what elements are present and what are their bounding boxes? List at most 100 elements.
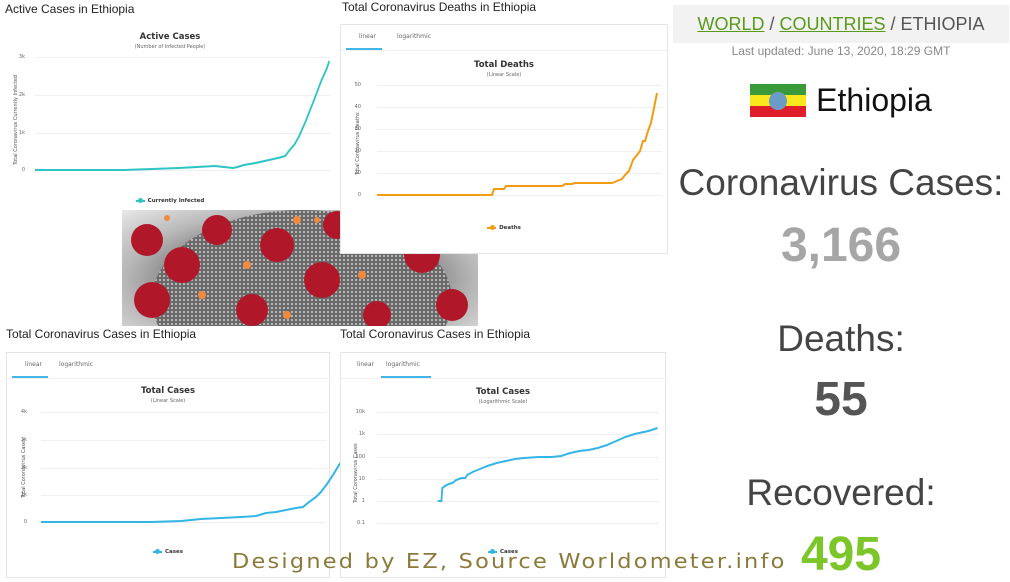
gridline [377, 129, 662, 130]
country-name: Ethiopia [816, 82, 932, 118]
y-tick: 2k [20, 465, 27, 471]
gridline [377, 195, 662, 196]
legend-swatch [487, 549, 497, 554]
active-tab-indicator [12, 376, 48, 378]
breadcrumb-separator: / [885, 14, 901, 34]
legend-label: Currently Infected [147, 198, 205, 204]
cases-linear-chart-card: linear logarithmic Total Cases (Linear S… [6, 352, 360, 578]
y-axis-label: Total Coronavirus Cases [353, 443, 359, 503]
gridline [377, 151, 662, 152]
active-tab-indicator [346, 48, 382, 50]
gridline [35, 95, 330, 96]
legend-swatch [152, 549, 162, 554]
y-tick: 30 [354, 126, 361, 132]
tab-logarithmic[interactable]: logarithmic [386, 361, 420, 368]
y-tick: 10 [358, 476, 365, 482]
y-tick: 1k [358, 431, 365, 437]
active-cases-section-title: Active Cases in Ethiopia [5, 2, 135, 16]
gridline [377, 173, 662, 174]
breadcrumb-world-link[interactable]: WORLD [697, 14, 765, 34]
y-tick: 2k [18, 92, 25, 98]
chart-title: Total Deaths [474, 60, 534, 70]
y-tick: 3k [20, 437, 27, 443]
cases-label: Coronavirus Cases: [678, 162, 1004, 203]
y-tick: 10 [354, 170, 361, 176]
gridline [377, 523, 659, 524]
gridline [377, 457, 659, 458]
country-header: Ethiopia [673, 82, 1009, 119]
gridline [35, 57, 330, 58]
chart-subtitle: (Linear Scale) [150, 398, 186, 404]
gridline [41, 495, 326, 496]
cases-log-section-title: Total Coronavirus Cases in Ethiopia [340, 327, 531, 341]
y-axis-label: Total Coronavirus Deaths [355, 112, 361, 175]
scale-tabs: linear logarithmic [7, 353, 329, 379]
legend-swatch [487, 225, 497, 230]
chart-title: Total Cases [475, 387, 531, 397]
gridline [41, 412, 326, 413]
legend-label: Cases [164, 549, 184, 555]
chart-title: Active Cases [139, 32, 201, 42]
breadcrumb: WORLD / COUNTRIES / ETHIOPIA [673, 5, 1009, 43]
y-axis-label: Total Coronavirus Currently Infected [13, 75, 19, 165]
legend-label: Cases [499, 549, 519, 555]
gridline [377, 85, 662, 86]
tab-logarithmic[interactable]: logarithmic [59, 361, 93, 368]
chart-subtitle: (Number of Infected People) [134, 44, 206, 50]
y-tick: 1k [20, 492, 27, 498]
tab-linear[interactable]: linear [357, 361, 374, 368]
gridline [377, 412, 659, 413]
breadcrumb-current: ETHIOPIA [900, 14, 985, 34]
active-cases-line [35, 60, 331, 171]
tab-linear[interactable]: linear [25, 361, 42, 368]
gridline [377, 501, 659, 502]
tab-logarithmic[interactable]: logarithmic [397, 33, 431, 40]
deaths-section-title: Total Coronavirus Deaths in Ethiopia [342, 0, 537, 14]
gridline [35, 170, 330, 171]
chart-subtitle: (Linear Scale) [486, 72, 522, 78]
breadcrumb-countries-link[interactable]: COUNTRIES [779, 14, 886, 34]
y-tick: 0 [23, 519, 27, 525]
tab-linear[interactable]: linear [359, 33, 376, 40]
y-tick: 0 [21, 167, 25, 173]
y-tick: 100 [355, 454, 365, 460]
y-tick: 0.1 [357, 520, 365, 526]
gridline [41, 468, 326, 469]
cases-log-line [437, 427, 658, 502]
ethiopia-flag-icon [750, 83, 807, 118]
chart-title: Total Cases [140, 386, 196, 396]
recovered-value: 495 [800, 528, 882, 581]
legend-swatch [135, 198, 145, 203]
y-tick: 0 [357, 192, 361, 198]
chart-legend[interactable]: Currently Infected [5, 198, 335, 204]
cases-value: 3,166 [780, 219, 902, 272]
gridline [377, 434, 659, 435]
scale-tabs: linear logarithmic [341, 25, 667, 51]
y-tick: 3k [18, 54, 25, 60]
chart-legend[interactable]: Deaths [341, 225, 667, 231]
cases-linear-line [41, 431, 360, 523]
y-tick: 1 [361, 498, 365, 504]
gridline [377, 107, 662, 108]
last-updated: Last updated: June 13, 2020, 18:29 GMT [731, 44, 951, 58]
cases-log-chart-card: linear logarithmic Total Cases (Logarith… [340, 352, 666, 578]
deaths-label: Deaths: [777, 318, 905, 359]
chart-subtitle: (Logarithmic Scale) [478, 399, 528, 405]
legend-label: Deaths [499, 225, 521, 231]
active-cases-chart: Active Cases (Number of Infected People)… [5, 20, 335, 210]
y-tick: 20 [354, 148, 361, 154]
gridline [377, 479, 659, 480]
footer-credit: Designed by EZ, Source Worldometer.info [232, 549, 787, 573]
y-tick: 50 [354, 82, 361, 88]
gridline [41, 522, 326, 523]
chart-legend[interactable]: Cases [7, 549, 329, 555]
scale-tabs: linear logarithmic [341, 353, 665, 379]
deaths-value: 55 [814, 373, 868, 426]
y-tick: 10k [355, 409, 365, 415]
deaths-chart-card: linear logarithmic Total Deaths (Linear … [340, 24, 668, 254]
chart-legend[interactable]: Cases [341, 549, 665, 555]
y-tick: 40 [354, 104, 361, 110]
gridline [35, 133, 330, 134]
active-tab-indicator [381, 376, 431, 378]
recovered-label: Recovered: [746, 472, 936, 513]
